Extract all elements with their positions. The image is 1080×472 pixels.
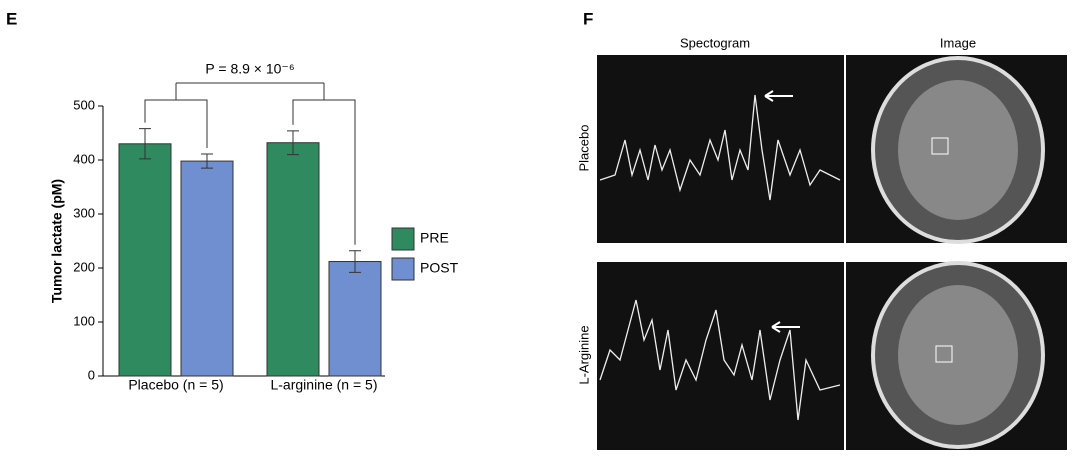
bar: [180, 160, 234, 377]
legend-label: PRE: [420, 230, 449, 246]
error-bar: [139, 128, 151, 160]
y-tick-label: 100: [73, 313, 95, 328]
y-tick-label: 200: [73, 259, 95, 274]
spectrogram-images: [597, 55, 1067, 450]
bar: [118, 143, 172, 377]
row-label: L-Arginine: [576, 325, 591, 384]
x-tick-label: L-arginine (n = 5): [270, 377, 377, 393]
panel-label: F: [583, 9, 593, 28]
panel-label: E: [6, 9, 17, 28]
row-label: Placebo: [576, 125, 591, 172]
bar: [266, 142, 320, 377]
column-label: Spectogram: [680, 35, 750, 50]
error-bar: [287, 130, 299, 156]
legend-swatch: [391, 257, 415, 281]
x-tick-label: Placebo (n = 5): [128, 377, 223, 393]
y-tick-label: 0: [88, 367, 95, 382]
error-bar: [349, 250, 361, 273]
bracket: [144, 83, 208, 149]
legend-swatch: [391, 227, 415, 251]
annotation: P = 8.9 × 10⁻⁶: [205, 61, 294, 77]
legend-label: POST: [420, 260, 459, 276]
column-label: Image: [940, 35, 976, 50]
bracket: [292, 83, 356, 245]
bar: [328, 261, 382, 377]
error-bar: [201, 153, 213, 169]
y-tick-label: 400: [73, 151, 95, 166]
y-tick-label: 500: [73, 97, 95, 112]
y-tick-label: 300: [73, 205, 95, 220]
y-axis-label: Tumor lactate (pM): [49, 179, 65, 303]
